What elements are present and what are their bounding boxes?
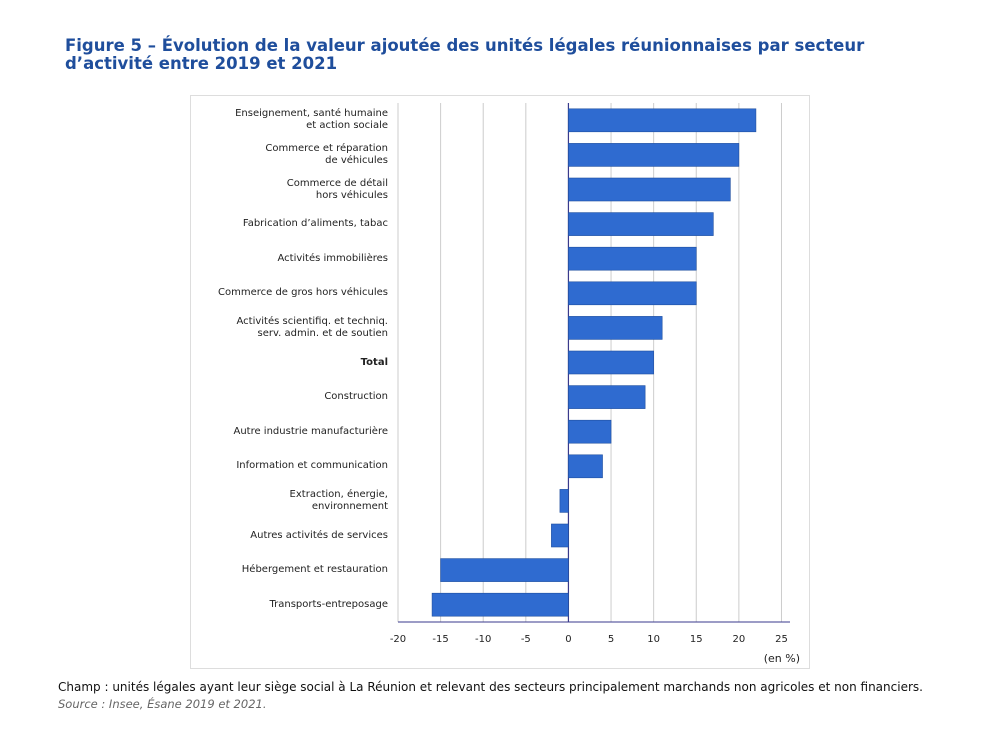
bar — [568, 385, 646, 409]
x-tick-label: 15 — [690, 634, 703, 645]
chart-title: Figure 5 – Évolution de la valeur ajouté… — [65, 36, 865, 73]
x-tick-label: -10 — [475, 634, 491, 645]
note: Champ : unités légales ayant leur siège … — [58, 680, 923, 694]
x-tick-label: 25 — [775, 634, 788, 645]
y-tick-label: Total — [360, 356, 388, 368]
x-tick-label: -20 — [390, 634, 406, 645]
y-tick-label: Autres activités de services — [250, 529, 388, 541]
bar — [568, 108, 757, 133]
bar — [568, 316, 663, 340]
x-tick-label: -15 — [432, 634, 448, 645]
bar — [568, 350, 654, 375]
y-tick-label: Autre industrie manufacturière — [233, 425, 388, 437]
bar — [568, 419, 612, 444]
x-tick-label: 5 — [608, 634, 614, 645]
chart-frame — [190, 95, 810, 669]
y-tick-label: Extraction, énergie, environnement — [289, 488, 388, 512]
bar — [568, 143, 740, 167]
y-tick-label: Construction — [324, 391, 388, 403]
bar — [568, 212, 714, 236]
x-tick-label: -5 — [521, 634, 531, 645]
x-tick-label: 10 — [647, 634, 660, 645]
y-tick-label: Hébergement et restauration — [241, 564, 388, 576]
x-unit-label: (en %) — [764, 652, 800, 665]
y-tick-label: Activités immobilières — [277, 252, 389, 264]
y-tick-label: Enseignement, santé humaine et action so… — [235, 108, 388, 132]
y-tick-label: Information et communication — [236, 460, 388, 472]
bar — [568, 281, 697, 306]
bar — [568, 246, 697, 271]
bar — [568, 454, 603, 479]
source: Source : Insee, Ésane 2019 et 2021. — [58, 697, 267, 711]
y-tick-label: Commerce et réparation de véhicules — [265, 142, 388, 166]
y-tick-label: Commerce de détail hors véhicules — [286, 177, 388, 201]
y-tick-label: Commerce de gros hors véhicules — [218, 287, 388, 299]
y-tick-label: Activités scientifiq. et techniq. serv. … — [236, 315, 388, 339]
bar — [559, 489, 569, 513]
bar — [431, 592, 569, 617]
y-tick-label: Transports-entreposage — [269, 598, 388, 610]
x-tick-label: 20 — [733, 634, 746, 645]
x-tick-label: 0 — [565, 634, 571, 645]
bar — [440, 558, 569, 582]
bar — [551, 523, 569, 548]
y-tick-label: Fabrication d’aliments, tabac — [242, 218, 388, 230]
bar — [568, 177, 731, 202]
